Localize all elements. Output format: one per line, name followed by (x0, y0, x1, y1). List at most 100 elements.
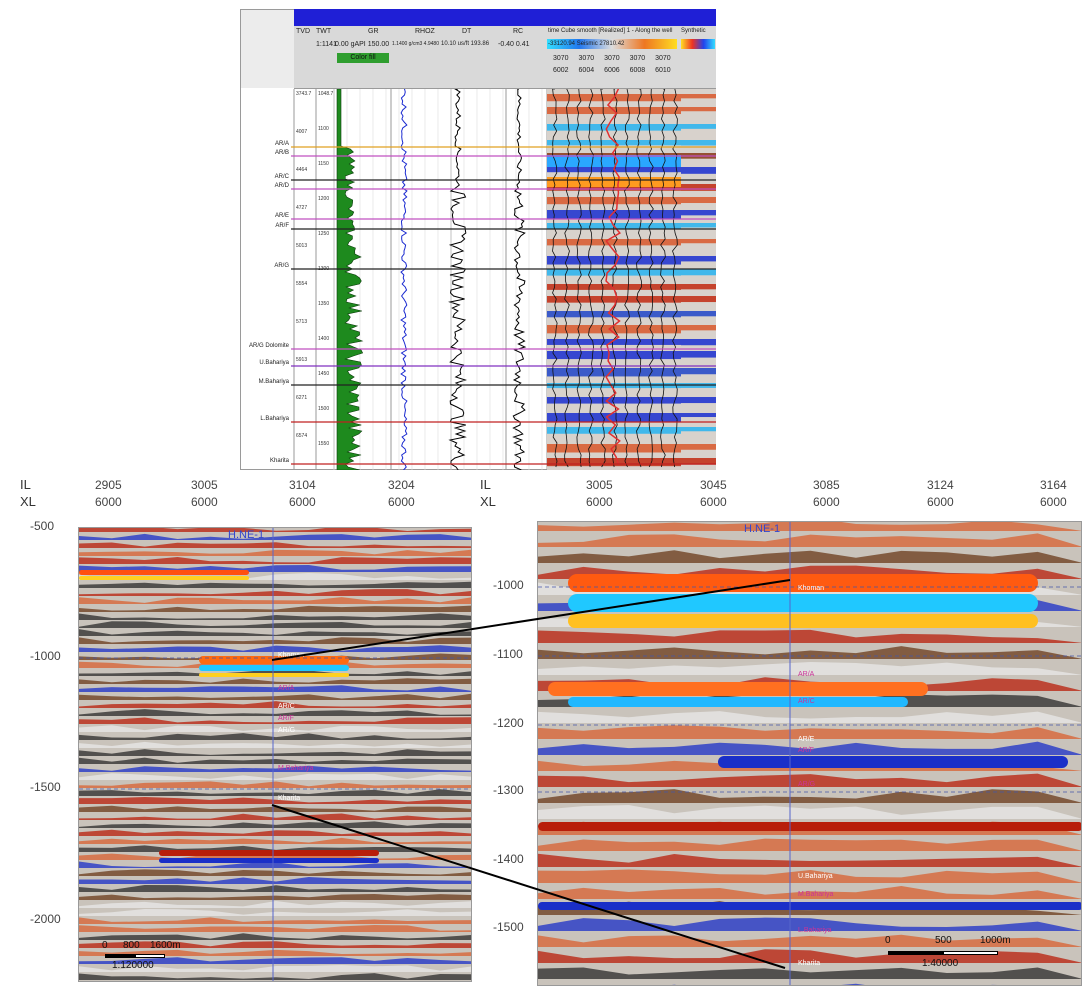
right-xl-tick: 6000 (586, 495, 613, 509)
left-scale-label-2: 1600m (150, 940, 181, 951)
tvd-value: 3743.7 (296, 91, 312, 97)
synthetic-band (681, 284, 716, 290)
seismic-band (547, 269, 681, 276)
tvd-value: 5554 (296, 281, 307, 287)
color-fill-tag-label: Color fill (350, 54, 376, 61)
left-scale-label-0: 0 (102, 940, 108, 951)
horizon-label: AR/D (274, 183, 289, 189)
seismic-reflector (538, 522, 1081, 531)
seismic-reflector (538, 711, 1081, 723)
seismic-reflector (79, 533, 471, 540)
right-well-name: H.NE-1 (744, 523, 781, 535)
synthetic-band (681, 458, 716, 465)
right-well-marker: U.Bahariya (798, 873, 833, 880)
seismic-reflector (538, 662, 1081, 675)
tvd-value: 6574 (296, 433, 307, 439)
seismic-band (547, 239, 681, 246)
twt-value: 1400 (318, 336, 329, 342)
left-well-marker: AR/C (278, 703, 295, 710)
track-name-dt: DT (462, 28, 472, 35)
right-well-marker: AR/A (798, 671, 815, 678)
left-il-tick: 3204 (388, 478, 415, 492)
left-y-tick: -1000 (30, 649, 61, 663)
seismic-reflector (79, 741, 471, 748)
rhoz-curve (400, 89, 408, 470)
horizon-label: AR/C (274, 174, 289, 180)
synthetic-band (681, 107, 716, 112)
twt-value: 1550 (318, 441, 329, 447)
left-well-marker: Khoman (278, 652, 305, 659)
seismic-reflector (538, 967, 1081, 979)
left-il-tick: 2905 (95, 478, 122, 492)
horizon-label: M.Bahariya (258, 379, 289, 385)
trace-label: 3070 (629, 55, 646, 62)
right-well-marker: Khoman (798, 585, 825, 592)
rc-curve (512, 89, 527, 470)
right-il-tick: 3164 (1040, 478, 1067, 492)
seismic-reflector (538, 550, 1081, 563)
horizon-label: Kharita (269, 458, 289, 464)
seismic-reflector (79, 765, 471, 772)
track-range-gr: 0.00 gAPI 150.00 (335, 41, 390, 48)
seismic-reflector (79, 757, 471, 764)
right-il-tick: 3085 (813, 478, 840, 492)
right-il-tick: 3045 (700, 478, 727, 492)
seismic-strong-reflector (538, 822, 1081, 831)
left-scale-bar-white (135, 954, 165, 958)
seismic-strong-reflector (159, 850, 379, 856)
seismic-reflector (79, 661, 471, 668)
track-name-rhoz: RHOZ (415, 28, 435, 35)
right-well-marker: M.Bahariya (798, 891, 834, 898)
trace-labels-bottom: 6002 6004 6006 6008 6010 (553, 67, 671, 74)
seismic-reflector (79, 678, 471, 684)
seismic-band (547, 444, 681, 453)
left-well-marker: M.Bahariya (278, 765, 314, 772)
right-well-marker: AR/E (798, 736, 815, 743)
right-scale-bar-black (888, 951, 943, 955)
tvd-value: 5713 (296, 319, 307, 325)
left-seismic-section (78, 527, 472, 982)
synthetic-band (681, 413, 716, 418)
synthetic-band (681, 124, 716, 129)
left-scale-bar: 0 800 1600m 1:120000 (100, 940, 200, 980)
tvd-value: 4007 (296, 129, 307, 135)
well-panel-title-bar (294, 9, 716, 26)
synthetic-band (681, 311, 716, 317)
horizon-label: L.Bahariya (260, 416, 289, 422)
seismic-reflector (79, 528, 471, 532)
right-xl-label: XL (480, 494, 496, 509)
seismic-strong-reflector (538, 902, 1081, 910)
trace-label: 6004 (578, 67, 595, 74)
trace-label: 3070 (604, 55, 620, 62)
left-xl-label: XL (20, 494, 36, 509)
seismic-reflector (79, 669, 471, 676)
seismic-reflector (79, 725, 471, 732)
seismic-band (547, 311, 681, 318)
seismic-band (547, 124, 681, 131)
trace-label: 3070 (578, 55, 595, 62)
seismic-band (547, 339, 681, 345)
horizon-label: AR/F (275, 223, 289, 229)
seismic-strong-reflector (79, 576, 249, 580)
synthetic-band (681, 223, 716, 228)
tvd-value: 5013 (296, 243, 307, 249)
seismic-reflector (538, 741, 1081, 755)
synthetic-band (681, 167, 716, 174)
seismic-reflector (79, 549, 471, 556)
track-name-twt: TWT (316, 28, 332, 35)
left-well-marker: Kharita (278, 795, 301, 802)
synthetic-band (681, 269, 716, 276)
seismic-reflector (79, 717, 471, 724)
twt-value: 1150 (318, 161, 329, 167)
synthetic-band (681, 296, 716, 303)
color-fill-tag: Color fill (337, 53, 389, 63)
right-y-tick: -1000 (493, 578, 524, 592)
trace-label: 6006 (604, 67, 620, 74)
left-xl-tick: 6000 (388, 495, 415, 509)
seismic-reflector (538, 533, 1081, 547)
synthetic-band (681, 197, 716, 204)
seismic-strong-reflector (199, 656, 349, 664)
left-well-marker: AR/F (278, 715, 294, 722)
left-y-tick: -2000 (30, 912, 61, 926)
synthetic-band (681, 397, 716, 404)
